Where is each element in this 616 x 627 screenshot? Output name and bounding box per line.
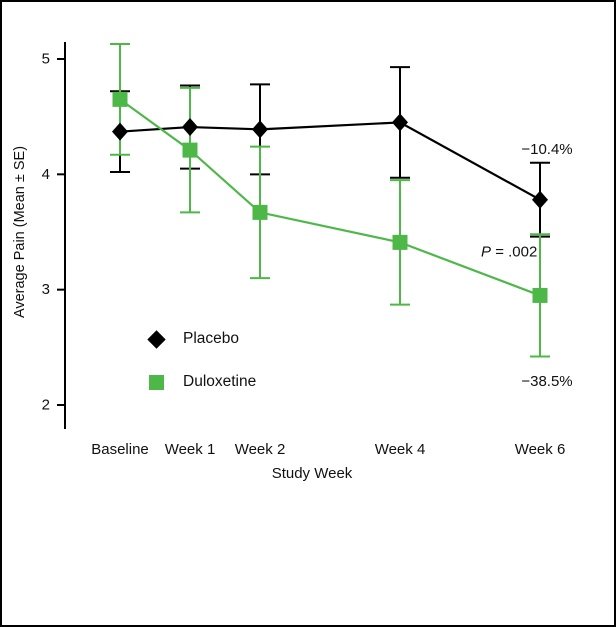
placebo-point-marker [532, 190, 548, 209]
duloxetine-point-marker [252, 204, 268, 220]
legend-label-placebo: Placebo [183, 330, 240, 347]
placebo-point-marker [112, 122, 128, 141]
placebo-line [119, 121, 541, 201]
annotation: −38.5% [521, 372, 572, 389]
annotation: −10.4% [521, 140, 572, 157]
duloxetine-line [119, 98, 541, 297]
duloxetine-square-icon [148, 374, 164, 390]
annotation: P = .002 [481, 243, 537, 260]
duloxetine-point-marker [112, 91, 128, 107]
y-tick-label: 3 [42, 281, 50, 298]
duloxetine-point-marker [532, 287, 548, 303]
placebo-diamond-icon [146, 329, 166, 349]
legend-entry-duloxetine: Duloxetine [139, 369, 256, 395]
y-tick-label: 5 [42, 51, 50, 68]
x-tick-label: Week 6 [515, 441, 566, 458]
legend-label-duloxetine: Duloxetine [183, 373, 257, 390]
placebo-point-marker [392, 113, 408, 132]
placebo-point-marker [252, 120, 268, 139]
legend-marker-box [139, 329, 173, 349]
x-tick-label: Week 2 [235, 441, 286, 458]
x-tick-label: Week 4 [375, 441, 426, 458]
y-axis-title: Average Pain (Mean ± SE) [12, 146, 28, 318]
duloxetine-point-marker [392, 234, 408, 250]
placebo-point-marker [182, 118, 198, 137]
x-tick-label: Week 1 [165, 441, 216, 458]
duloxetine-point-marker [182, 142, 198, 158]
x-axis-title: Study Week [272, 465, 353, 482]
legend-entry-placebo: Placebo [139, 326, 256, 352]
y-tick-label: 4 [42, 166, 50, 183]
legend: Placebo Duloxetine [139, 326, 256, 395]
y-tick-label: 2 [42, 396, 50, 413]
x-tick-label: Baseline [91, 441, 149, 458]
line-chart: 2 3 4 5 Average Pain (Mean ± SE) Baseline Week… [12, 42, 573, 482]
legend-marker-box [139, 374, 173, 390]
